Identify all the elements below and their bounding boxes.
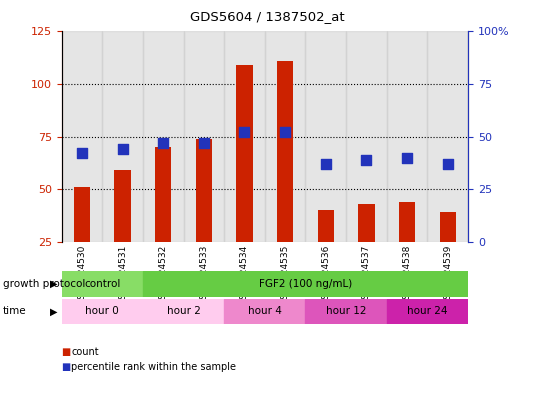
Text: hour 24: hour 24 — [407, 307, 448, 316]
Text: ▶: ▶ — [50, 279, 58, 289]
Text: growth protocol: growth protocol — [3, 279, 85, 289]
Text: hour 0: hour 0 — [85, 307, 119, 316]
Text: count: count — [71, 347, 99, 357]
Bar — [399, 202, 415, 242]
Point — [322, 161, 330, 167]
Point — [403, 154, 411, 161]
Bar — [387, 299, 468, 324]
Bar — [305, 299, 387, 324]
Text: percentile rank within the sample: percentile rank within the sample — [71, 362, 236, 373]
Text: ▶: ▶ — [50, 307, 58, 316]
Point — [118, 146, 127, 152]
Bar — [184, 31, 224, 242]
Bar — [346, 31, 387, 242]
Text: hour 12: hour 12 — [326, 307, 366, 316]
Point — [78, 150, 86, 156]
Text: control: control — [84, 279, 120, 289]
Point — [200, 140, 208, 146]
Point — [444, 161, 452, 167]
Text: ■: ■ — [62, 362, 71, 373]
Point — [362, 156, 371, 163]
Bar — [224, 299, 305, 324]
Bar — [62, 31, 102, 242]
Bar — [196, 139, 212, 242]
Bar — [358, 204, 374, 242]
Bar — [277, 61, 293, 242]
Bar — [143, 271, 468, 297]
Bar — [224, 31, 265, 242]
Text: time: time — [3, 307, 26, 316]
Bar — [155, 147, 171, 242]
Point — [240, 129, 249, 136]
Bar — [62, 271, 143, 297]
Text: GDS5604 / 1387502_at: GDS5604 / 1387502_at — [190, 10, 345, 23]
Bar — [102, 31, 143, 242]
Text: ■: ■ — [62, 347, 71, 357]
Bar — [318, 210, 334, 242]
Bar — [305, 31, 346, 242]
Bar — [387, 31, 427, 242]
Bar — [62, 299, 143, 324]
Bar — [265, 31, 305, 242]
Bar — [236, 65, 253, 242]
Bar — [440, 212, 456, 242]
Point — [159, 140, 167, 146]
Text: FGF2 (100 ng/mL): FGF2 (100 ng/mL) — [259, 279, 352, 289]
Bar — [143, 31, 184, 242]
Text: hour 2: hour 2 — [166, 307, 201, 316]
Bar — [114, 170, 131, 242]
Text: hour 4: hour 4 — [248, 307, 282, 316]
Bar — [427, 31, 468, 242]
Bar — [143, 299, 224, 324]
Point — [281, 129, 289, 136]
Bar — [74, 187, 90, 242]
